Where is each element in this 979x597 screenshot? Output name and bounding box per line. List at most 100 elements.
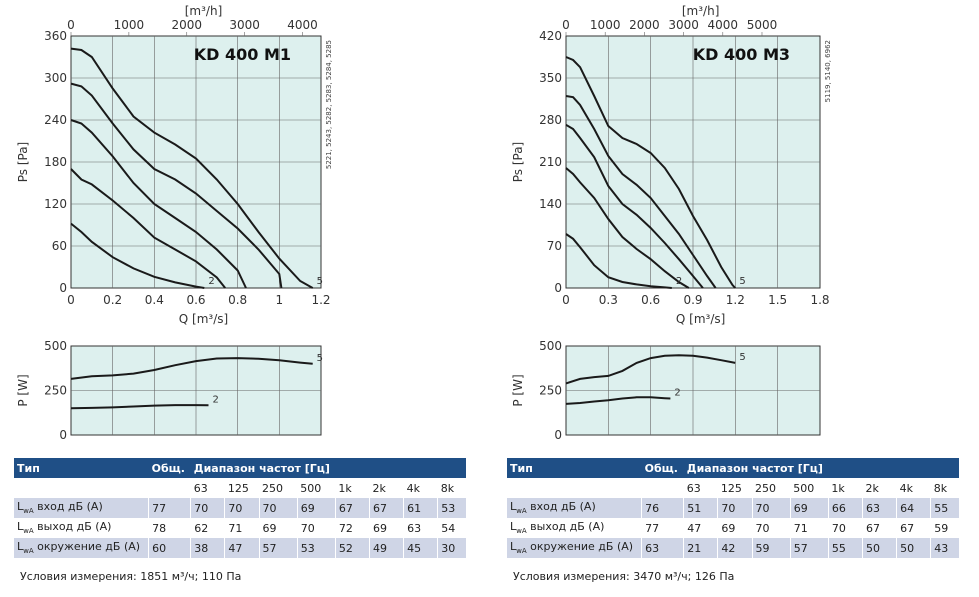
table-row: LwA вход дБ (А) 76 51 70 70 69 66 63 64 55	[507, 498, 959, 518]
chart2-y-tick-label: 140	[539, 197, 562, 211]
frequency-label: 1k	[335, 478, 370, 498]
table-row: LwA вход дБ (А) 77 70 70 70 69 67 67 61 53	[14, 498, 466, 518]
band-value: 43	[930, 538, 959, 558]
header-range: Диапазон частот [Гц]	[683, 458, 959, 478]
chart2-power-curve	[565, 396, 671, 405]
band-value: 45	[403, 538, 438, 558]
chart1-x2-tick-label: 0	[67, 18, 75, 32]
band-value: 61	[403, 498, 438, 518]
empty-cell	[14, 478, 149, 498]
chart2-pressure-curve	[565, 167, 690, 289]
chart2-pressure-curve	[565, 233, 672, 289]
frequency-row: 63 125 250 500 1k 2k 4k 8k	[14, 478, 466, 498]
band-value: 51	[683, 498, 718, 518]
frequency-label: 4k	[403, 478, 438, 498]
band-value: 69	[296, 498, 336, 518]
chart2-x2-tick-label: 2000	[629, 18, 660, 32]
empty-cell	[641, 478, 684, 498]
frequency-label: 63	[683, 478, 718, 498]
band-value: 63	[861, 498, 897, 518]
chart2-pressure-curve	[565, 95, 717, 289]
chart2-x2-tick-label: 0	[562, 18, 570, 32]
band-value: 69	[258, 518, 298, 538]
frequency-label: 125	[717, 478, 753, 498]
chart1-pressure-curve	[70, 82, 283, 289]
row-label: LwA окружение дБ (А)	[14, 538, 149, 558]
chart1-power-y-axis-label: P [W]	[16, 374, 30, 406]
chart2-power-curve-label: 2	[674, 388, 680, 399]
frequency-label: 125	[224, 478, 260, 498]
empty-cell	[148, 478, 191, 498]
chart1-y-tick-label: 240	[44, 113, 67, 127]
band-value: 70	[296, 518, 336, 538]
row-label: LwA выход дБ (А)	[14, 518, 149, 538]
frequency-label: 4k	[896, 478, 931, 498]
band-value: 69	[717, 518, 753, 538]
band-value: 67	[334, 498, 370, 518]
band-value: 59	[930, 518, 959, 538]
chart1-pressure-curve	[70, 222, 205, 289]
chart2-pressure-curve-label: 2	[676, 276, 682, 287]
chart1-y-tick-label: 120	[44, 197, 67, 211]
chart2-x2-axis-label: [m³/h]	[682, 4, 720, 18]
chart2-x-tick-label: 1.2	[726, 293, 745, 307]
total-value: 77	[148, 498, 191, 518]
chart1-power-curve	[70, 357, 313, 380]
chart1-x2-axis-label: [m³/h]	[185, 4, 223, 18]
chart1-x2-tick-label: 4000	[287, 18, 318, 32]
band-value: 57	[789, 538, 829, 558]
chart2-y-tick-label: 280	[539, 113, 562, 127]
row-label: LwA окружение дБ (А)	[507, 538, 642, 558]
band-value: 64	[896, 498, 931, 518]
frequency-label: 8k	[437, 478, 466, 498]
frequency-label: 2k	[862, 478, 897, 498]
band-value: 38	[190, 538, 225, 558]
band-value: 54	[437, 518, 466, 538]
chart1-x-tick-label: 0	[67, 293, 75, 307]
chart1-power-y-tick-label: 0	[59, 428, 67, 442]
chart1-model-codes: 5221, 5243, 5282, 5283, 5284, 5285	[325, 40, 333, 169]
header-total: Общ.	[641, 458, 684, 478]
chart2-power-curve-label: 5	[739, 352, 745, 363]
chart1-x2-tick-label: 3000	[229, 18, 260, 32]
band-value: 67	[368, 498, 404, 518]
chart1-y-tick-label: 360	[44, 29, 67, 43]
chart2-x-axis-label: Q [m³/s]	[676, 312, 725, 326]
sound-table-m3: Тип Общ. Диапазон частот [Гц] 63 125 250 500 1k…	[507, 458, 959, 558]
chart1-y-tick-label: 180	[44, 155, 67, 169]
band-value: 53	[437, 498, 466, 518]
band-value: 50	[861, 538, 897, 558]
chart1-x-axis-label: Q [m³/s]	[179, 312, 228, 326]
band-value: 21	[683, 538, 718, 558]
total-value: 63	[641, 538, 684, 558]
chart2-y-tick-label: 350	[539, 71, 562, 85]
chart1-power-y-tick-label: 250	[44, 384, 67, 398]
chart2-power-y-axis-label: P [W]	[511, 374, 525, 406]
chart1-power-curve-label: 5	[317, 353, 323, 364]
chart2-y-tick-label: 420	[539, 29, 562, 43]
chart2-y-tick-label: 210	[539, 155, 562, 169]
chart1-x2-tick-label: 1000	[114, 18, 145, 32]
band-value: 59	[751, 538, 791, 558]
chart1-pressure-curve-label: 2	[208, 276, 214, 287]
table-header-row: Тип Общ. Диапазон частот [Гц]	[14, 458, 466, 478]
chart1-x-tick-label: 1	[276, 293, 284, 307]
chart2-x-tick-label: 1.5	[768, 293, 787, 307]
total-value: 60	[148, 538, 191, 558]
band-value: 70	[224, 498, 260, 518]
band-value: 63	[403, 518, 438, 538]
chart1-x-tick-label: 0.4	[145, 293, 164, 307]
chart2-power-y-tick-label: 500	[539, 339, 562, 353]
chart2-x-tick-label: 0.9	[683, 293, 702, 307]
chart2-power-y-tick-label: 0	[554, 428, 562, 442]
chart2-x-tick-label: 1.8	[810, 293, 829, 307]
chart2-y-axis-label: Ps [Pa]	[511, 142, 525, 183]
total-value: 78	[148, 518, 191, 538]
chart2-x2-tick-label: 1000	[590, 18, 621, 32]
band-value: 67	[861, 518, 897, 538]
chart1-x-tick-label: 1.2	[311, 293, 330, 307]
chart1-x-tick-label: 0.8	[228, 293, 247, 307]
frequency-label: 2k	[369, 478, 404, 498]
chart1-y-tick-label: 300	[44, 71, 67, 85]
total-value: 77	[641, 518, 684, 538]
